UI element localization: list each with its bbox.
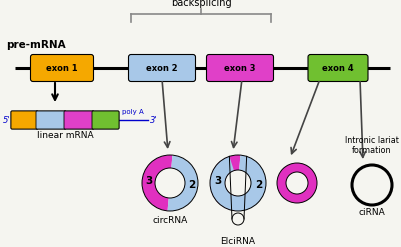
Text: 3: 3 [145, 176, 152, 186]
Text: ciRNA: ciRNA [358, 208, 385, 217]
Wedge shape [142, 155, 172, 211]
FancyBboxPatch shape [30, 55, 93, 82]
Text: 3: 3 [214, 176, 221, 186]
FancyBboxPatch shape [11, 111, 38, 129]
Text: backsplicing: backsplicing [171, 0, 231, 8]
Text: 5': 5' [2, 116, 10, 124]
FancyBboxPatch shape [64, 111, 94, 129]
Text: exon 1: exon 1 [46, 63, 78, 73]
FancyBboxPatch shape [36, 111, 66, 129]
FancyBboxPatch shape [308, 55, 368, 82]
FancyBboxPatch shape [128, 55, 196, 82]
Text: linear mRNA: linear mRNA [36, 131, 93, 140]
Text: 3': 3' [150, 116, 158, 124]
Wedge shape [235, 156, 266, 211]
Text: exon 3: exon 3 [224, 63, 256, 73]
FancyBboxPatch shape [11, 111, 38, 129]
FancyBboxPatch shape [92, 111, 119, 129]
Wedge shape [277, 163, 317, 203]
Text: 2: 2 [255, 180, 262, 190]
FancyBboxPatch shape [92, 111, 119, 129]
Text: circRNA: circRNA [152, 216, 188, 225]
Text: EIciRNA: EIciRNA [221, 237, 255, 246]
Wedge shape [210, 155, 266, 211]
Wedge shape [168, 155, 198, 211]
Text: exon 2: exon 2 [146, 63, 178, 73]
Wedge shape [210, 155, 241, 211]
Text: 2: 2 [188, 180, 195, 190]
FancyBboxPatch shape [36, 111, 66, 129]
FancyBboxPatch shape [207, 55, 273, 82]
Text: exon 4: exon 4 [322, 63, 354, 73]
FancyBboxPatch shape [64, 111, 94, 129]
Text: pre-mRNA: pre-mRNA [6, 40, 66, 50]
Text: poly A: poly A [122, 109, 144, 115]
Text: Intronic lariat
formation: Intronic lariat formation [345, 136, 399, 155]
